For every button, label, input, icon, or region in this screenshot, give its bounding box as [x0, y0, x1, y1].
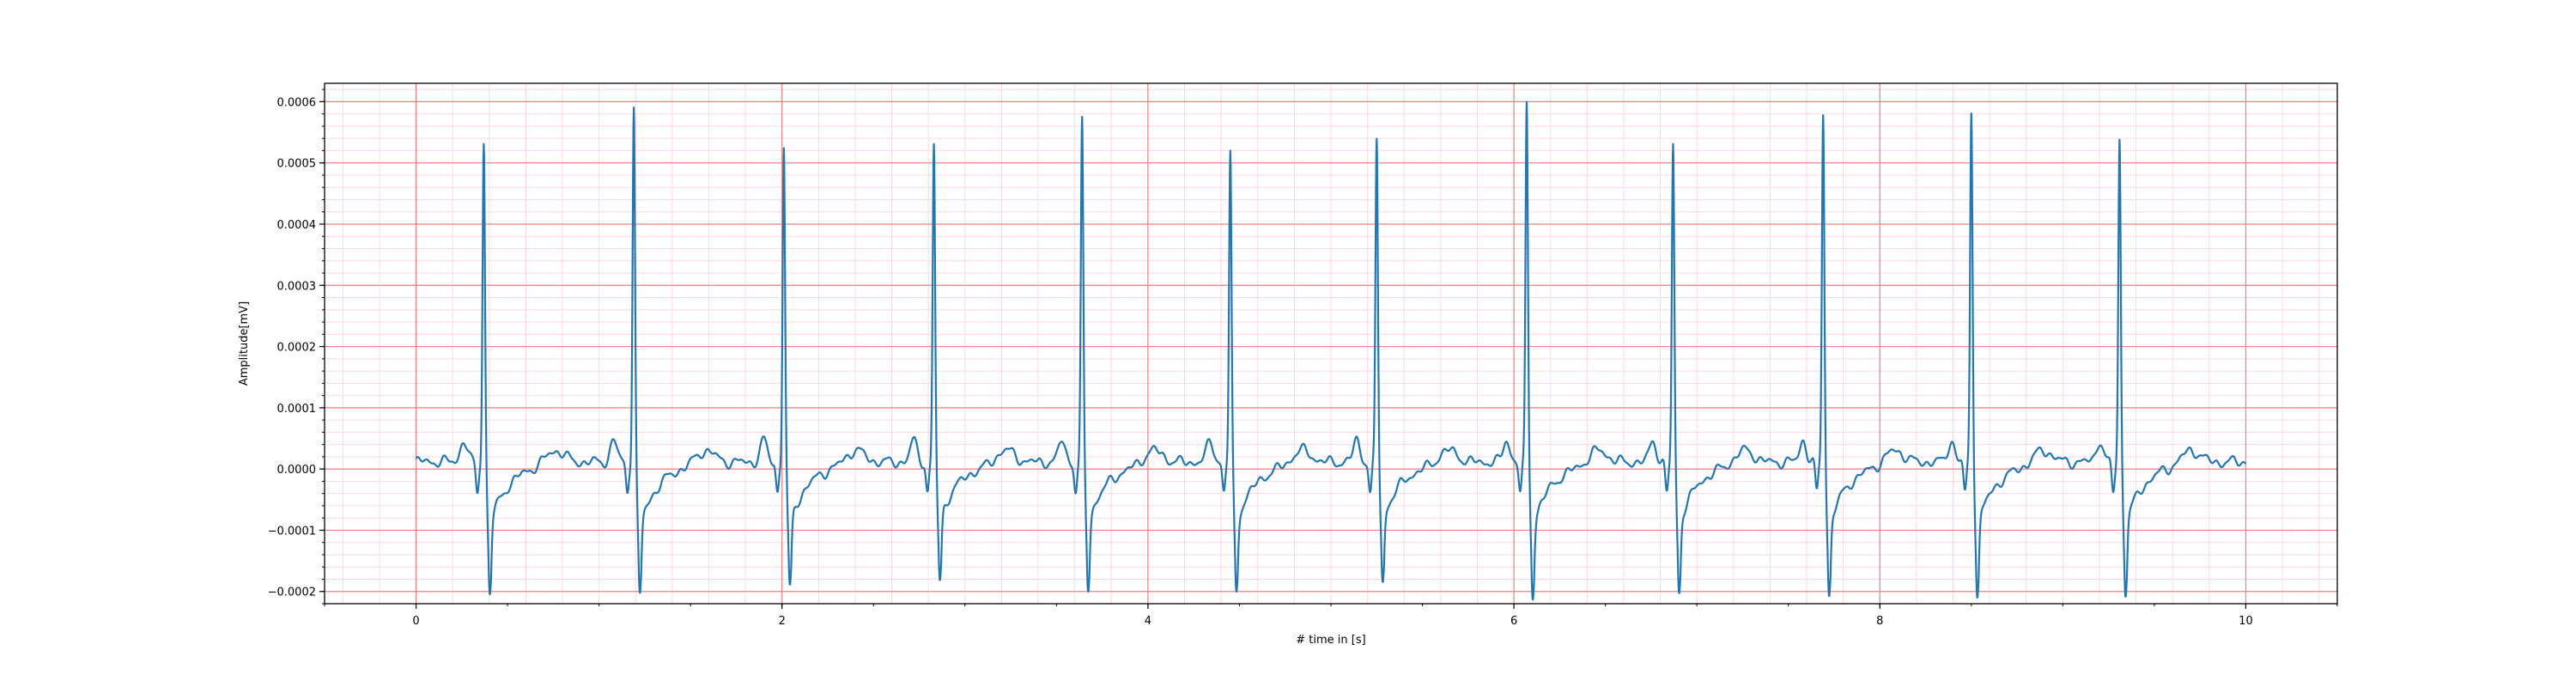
x-tick-label: 6 [1510, 615, 1517, 628]
major-grid [325, 83, 2337, 604]
x-axis-label: # time in [s] [1296, 634, 1365, 647]
x-tick-label: 4 [1145, 615, 1151, 628]
ecg-series-line [415, 100, 2247, 601]
y-tick-label: 0.0002 [277, 342, 317, 355]
x-tick-label: 0 [412, 615, 419, 628]
y-axis-label: Amplitude[mV] [238, 301, 251, 386]
y-tick-label: 0.0005 [277, 158, 317, 171]
x-axis: 0 2 4 6 8 10 [324, 604, 2338, 628]
y-tick-label: 0.0006 [277, 96, 317, 109]
y-tick-label: 0.0004 [277, 219, 317, 232]
y-tick-label: −0.0001 [268, 525, 316, 538]
x-tick-label: 10 [2239, 615, 2253, 628]
y-tick-label: 0.0000 [277, 464, 317, 477]
y-axis: −0.0002 −0.0001 0.0000 0.0001 0.0002 0.0003 0.… [268, 88, 325, 605]
y-tick-label: 0.0001 [277, 403, 317, 416]
y-tick-label: 0.0003 [277, 280, 317, 293]
x-tick-label: 2 [779, 615, 786, 628]
x-tick-label: 8 [1876, 615, 1883, 628]
y-tick-label: −0.0002 [268, 587, 316, 599]
